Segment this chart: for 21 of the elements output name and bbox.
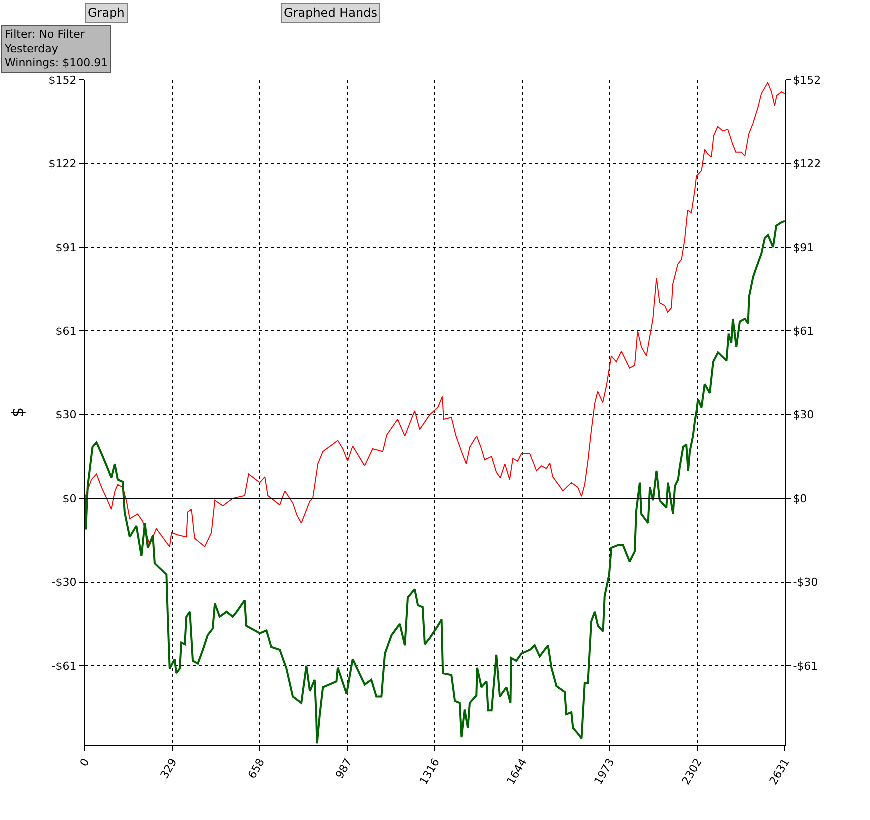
y2-tick-label: -$61: [793, 660, 818, 673]
y2-tick-label: $152: [793, 74, 822, 87]
x-tick-label: 0: [78, 756, 92, 770]
y2-tick-label: $61: [793, 324, 814, 338]
text: Graphed Hands: [284, 6, 378, 20]
y-tick-label: $152: [48, 74, 77, 87]
y-tick-label: $0: [62, 492, 77, 506]
y2-tick-label: $30: [793, 408, 814, 422]
y2-tick-label: $0: [793, 492, 808, 506]
y-tick-label: $61: [56, 324, 77, 338]
y-tick-label: $91: [56, 241, 77, 254]
y-tick-label: -$30: [52, 576, 77, 590]
y2-tick-label: $91: [793, 241, 814, 254]
y-tick-label: $30: [56, 408, 77, 422]
text: Filter: No Filter Yesterday Winnings: $100.91: [4, 28, 108, 70]
y-tick-label: $122: [48, 158, 77, 171]
text: Graph: [88, 6, 125, 20]
y2-tick-label: $122: [793, 158, 822, 171]
y2-tick-label: -$30: [793, 576, 818, 590]
y-axis-title: $: [8, 407, 28, 418]
y-tick-label: -$61: [52, 660, 77, 673]
